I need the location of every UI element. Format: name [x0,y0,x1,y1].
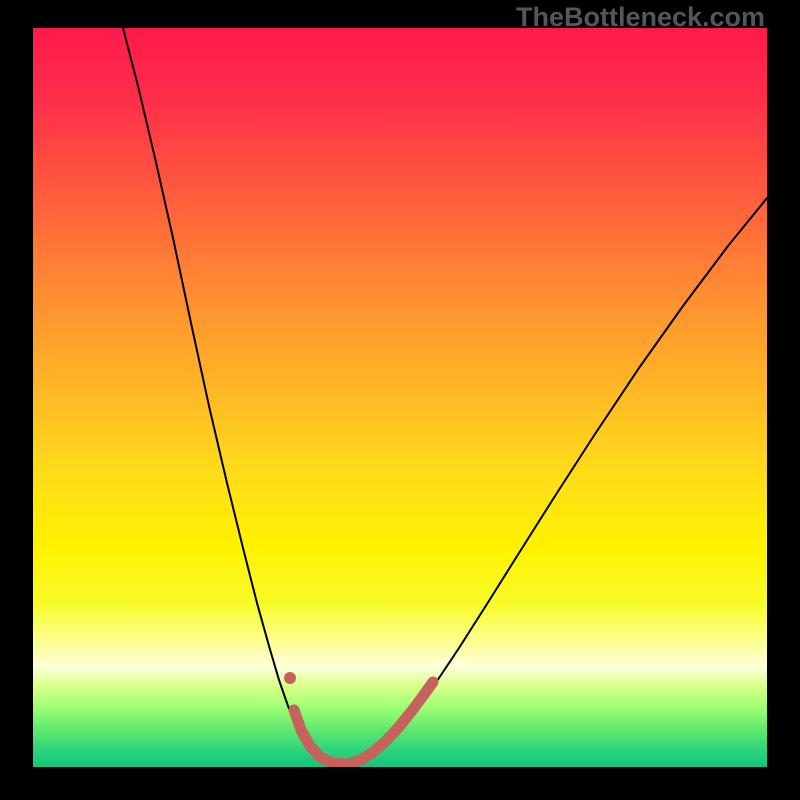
highlight-segment-1 [294,710,373,764]
curve-layer [33,28,767,767]
highlight-dot [284,672,296,684]
watermark-text: TheBottleneck.com [516,2,765,33]
chart-area [33,28,767,767]
highlight-segment-2 [373,682,433,752]
bottleneck-curve-left [123,28,340,765]
bottleneck-curve-right [340,198,767,765]
chart-container: TheBottleneck.com [0,0,800,800]
